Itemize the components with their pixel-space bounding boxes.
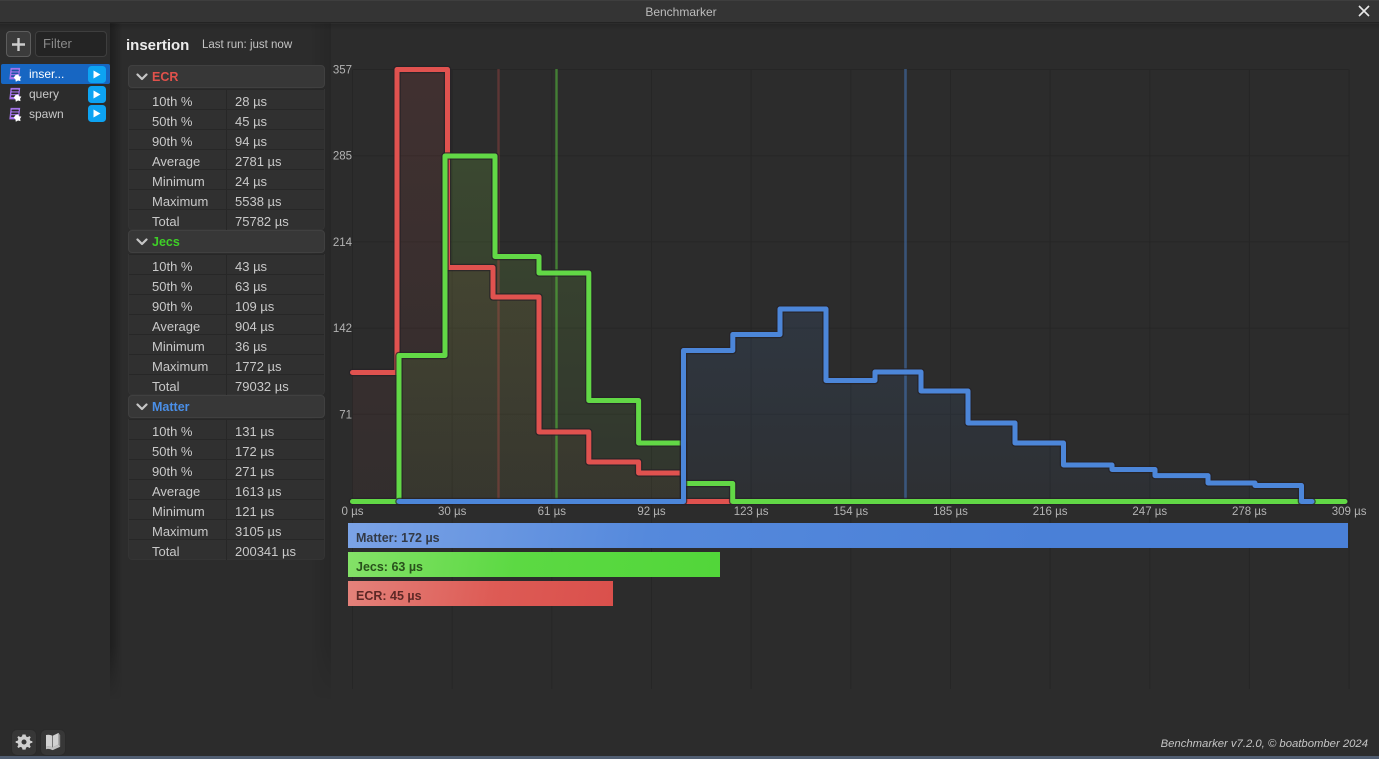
svg-text:278 µs: 278 µs: [1232, 506, 1267, 518]
svg-text:309 µs: 309 µs: [1332, 506, 1367, 518]
svg-text:61 µs: 61 µs: [538, 506, 567, 518]
svg-text:247 µs: 247 µs: [1132, 506, 1167, 518]
svg-text:142: 142: [333, 323, 352, 335]
svg-text:0 µs: 0 µs: [342, 506, 364, 518]
svg-text:154 µs: 154 µs: [833, 506, 868, 518]
svg-text:71: 71: [339, 409, 352, 421]
svg-text:30 µs: 30 µs: [438, 506, 467, 518]
svg-text:185 µs: 185 µs: [933, 506, 968, 518]
svg-text:92 µs: 92 µs: [637, 506, 666, 518]
svg-text:123 µs: 123 µs: [734, 506, 769, 518]
svg-text:214: 214: [333, 237, 353, 249]
svg-text:357: 357: [333, 65, 352, 77]
svg-text:216 µs: 216 µs: [1033, 506, 1068, 518]
svg-text:285: 285: [333, 151, 352, 163]
